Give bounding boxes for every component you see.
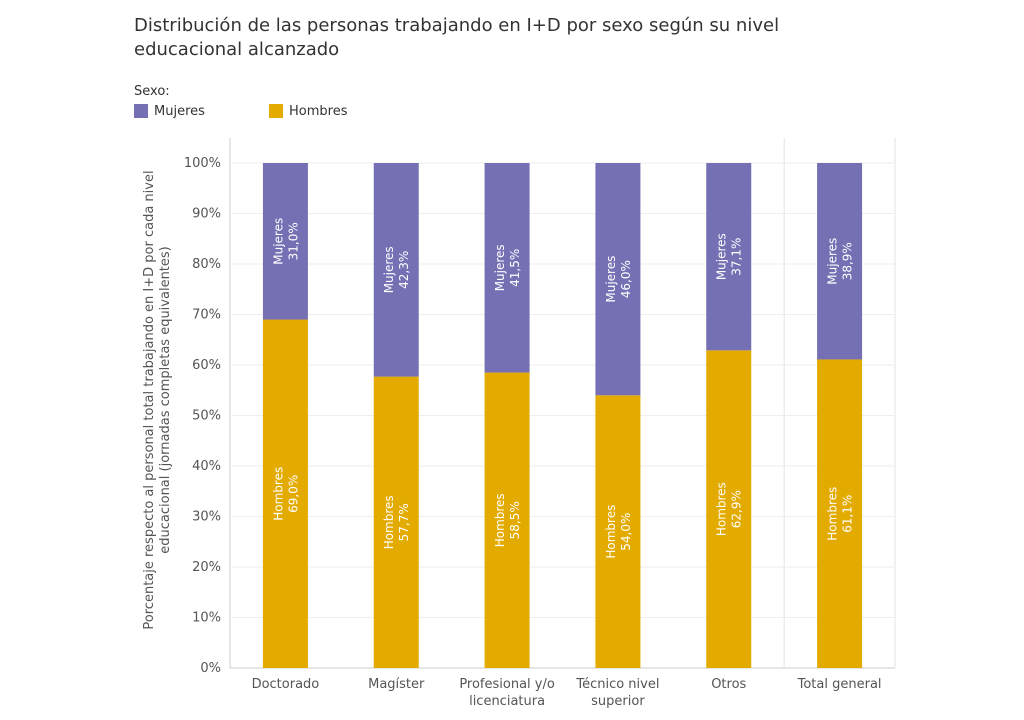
x-tick-label: Profesional y/o licenciatura (459, 677, 555, 709)
bar-hombres[interactable] (373, 376, 419, 668)
x-tick-label: Otros (711, 677, 746, 692)
data-label: Hombres61,1% (826, 487, 855, 541)
legend-label-hombres: Hombres (289, 103, 348, 119)
y-tick-label: 80% (192, 257, 221, 272)
legend-swatch-hombres (269, 104, 283, 118)
x-tick-label: Doctorado (252, 677, 320, 692)
y-tick-label: 90% (192, 207, 221, 222)
bar-hombres[interactable] (817, 359, 863, 668)
y-tick-label: 100% (184, 156, 221, 171)
legend-swatch-mujeres (134, 104, 148, 118)
legend-item-mujeres[interactable]: Mujeres (134, 103, 205, 119)
data-label: Mujeres37,1% (715, 233, 744, 280)
data-label: Hombres62,9% (715, 482, 744, 536)
y-tick-label: 50% (192, 409, 221, 424)
bar-hombres[interactable] (595, 395, 641, 668)
data-label: Mujeres38,9% (826, 238, 855, 285)
y-axis-label: Porcentaje respecto al personal total tr… (142, 170, 173, 629)
x-tick-label: Total general (797, 677, 882, 692)
y-tick-label: 10% (192, 611, 221, 626)
y-tick-label: 20% (192, 560, 221, 575)
y-tick-label: 0% (200, 661, 221, 676)
bar-hombres[interactable] (706, 350, 752, 668)
data-label: Hombres54,0% (604, 505, 633, 559)
y-tick-label: 70% (192, 308, 221, 323)
legend-title: Sexo: (134, 84, 170, 99)
data-label: Mujeres41,5% (493, 244, 522, 291)
data-label: Mujeres42,3% (382, 246, 411, 293)
data-label: Hombres58,5% (493, 493, 522, 547)
y-tick-label: 40% (192, 459, 221, 474)
bar-mujeres[interactable] (262, 163, 308, 320)
x-tick-label: Magíster (368, 677, 425, 692)
data-label: Hombres69,0% (271, 467, 300, 521)
y-tick-label: 30% (192, 510, 221, 525)
bar-hombres[interactable] (484, 372, 530, 668)
bar-mujeres[interactable] (706, 163, 752, 351)
x-tick-label: Técnico nivel superior (575, 677, 659, 709)
data-label: Hombres57,7% (382, 495, 411, 549)
y-tick-label: 60% (192, 358, 221, 373)
bar-mujeres[interactable] (595, 163, 641, 396)
data-label: Mujeres31,0% (271, 218, 300, 265)
chart-title: Distribución de las personas trabajando … (134, 15, 780, 60)
data-label: Mujeres46,0% (604, 256, 633, 303)
legend-item-hombres[interactable]: Hombres (269, 103, 347, 119)
bar-mujeres[interactable] (373, 163, 419, 377)
bar-hombres[interactable] (262, 319, 308, 668)
bar-mujeres[interactable] (484, 163, 530, 373)
bar-mujeres[interactable] (817, 163, 863, 360)
legend-label-mujeres: Mujeres (154, 103, 205, 119)
